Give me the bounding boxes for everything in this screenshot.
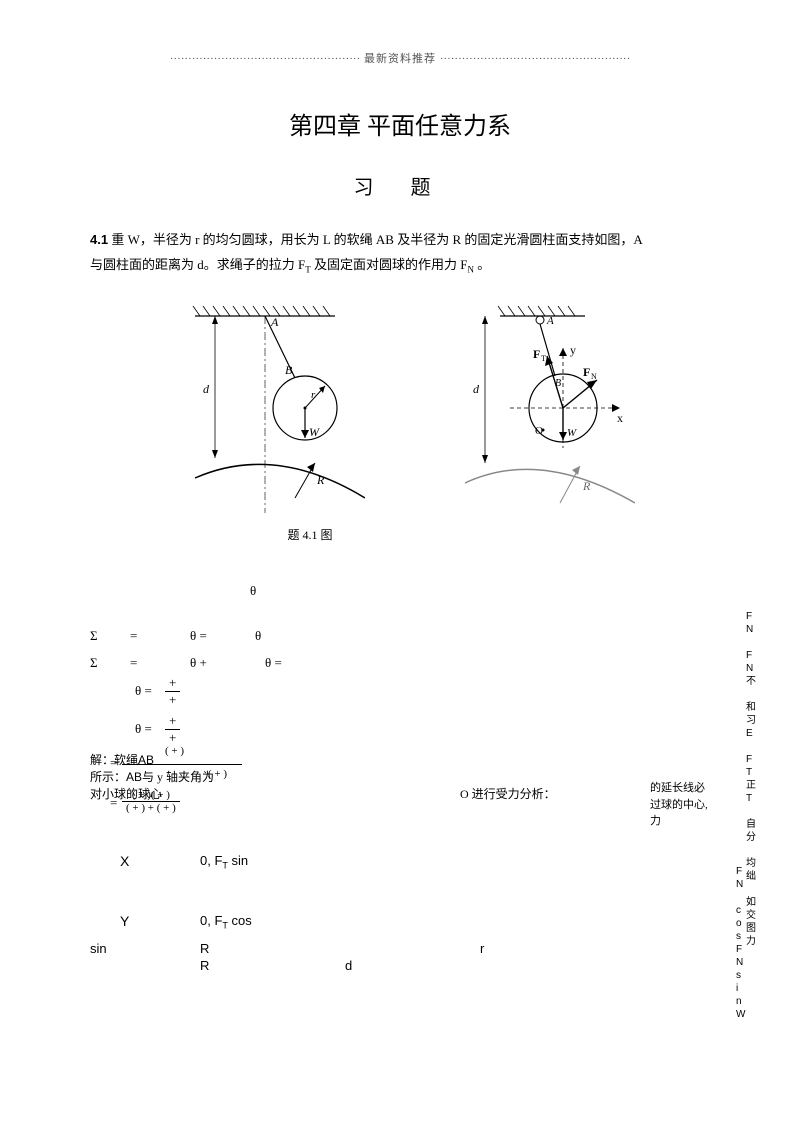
eqX-mid: 0, FT sin (200, 853, 248, 871)
fig-right-label-FT: F (533, 347, 540, 361)
side-note-2: 过球的中心, (650, 799, 708, 811)
sigma2-th2: θ = (265, 655, 282, 671)
header-dots-left: ········································… (170, 53, 360, 65)
sigma1-th1: θ = (190, 628, 207, 644)
side-note: 的延长线必 过球的中心, 力 (650, 780, 730, 830)
frac1-num: + (165, 675, 180, 692)
problem-number: 4.1 (90, 232, 108, 247)
frac1: + + (165, 675, 180, 708)
frac2: + + (165, 713, 180, 746)
problem-text-1: 重 W，半径为 r 的均匀圆球，用长为 L 的软绳 AB 及半径为 R 的固定光… (111, 232, 642, 247)
fig-right-label-O: O (535, 425, 543, 437)
header-center: 最新资料推荐 (364, 53, 436, 65)
sigma1-lhs: Σ (90, 628, 98, 644)
eqX-lhs: X (120, 853, 129, 869)
fig-left-label-W: W (309, 425, 320, 439)
problem-sub-2: N (467, 264, 474, 274)
r1: r (480, 941, 484, 956)
sin-label: sin (90, 941, 107, 956)
frac1-lhs: θ = (135, 683, 152, 699)
frac2-den: + (165, 730, 180, 746)
figure-caption: 题 4.1 图 (0, 526, 710, 543)
fig-right-label-R: R (582, 479, 591, 493)
soln-O: O 进行受力分析： (460, 785, 556, 802)
frac2-num: + (165, 713, 180, 730)
eqY-lhs: Y (120, 913, 129, 929)
frac3: ( + )( + ) ( + ) + ( + ) (122, 789, 180, 814)
header-line: ········································… (90, 50, 710, 66)
sigma2-eq: = (130, 655, 137, 671)
fig-left-label-A: A (270, 315, 279, 329)
R1: R (200, 941, 209, 956)
fig-left-label-r: r (311, 389, 316, 401)
fig-right-label-x: x (617, 411, 623, 425)
section-title: 习 题 (90, 171, 710, 200)
fig-right-label-FN: F (583, 365, 590, 379)
fig-right-label-W: W (567, 427, 577, 439)
fig-right-label-FNsub: N (591, 372, 597, 381)
problem-sub-1: T (305, 264, 311, 274)
chapter-title: 第四章 平面任意力系 (90, 106, 710, 141)
sigma1-eq: = (130, 628, 137, 644)
figures-row: A B r W R d (90, 298, 710, 518)
frac3-num: ( + )( + ) (122, 789, 180, 802)
R2: R (200, 958, 209, 973)
figure-right: A B F T F N O W x y R d (425, 298, 635, 518)
side-column-2: FN cosFNsinW (736, 865, 750, 1021)
side-note-1: 的延长线必 (650, 782, 705, 794)
fig-right-label-B: B (555, 378, 561, 389)
fig-left-label-d: d (203, 382, 210, 396)
fig-right-label-d: d (473, 382, 480, 396)
problem-text-3: 及固定面对圆球的作用力 F (314, 257, 467, 272)
sigma2-lhs: Σ (90, 655, 98, 671)
side-note-3: 力 (650, 815, 661, 827)
fig-right-label-y: y (570, 343, 576, 357)
header-dots-right: ········································… (440, 53, 630, 65)
problem-text-4: 。 (477, 257, 490, 272)
fig-right-label-A: A (546, 315, 554, 327)
problem-statement: 4.1 重 W，半径为 r 的均匀圆球，用长为 L 的软绳 AB 及半径为 R … (90, 228, 710, 278)
soln-line2: 所示：AB与 y 轴夹角为 (90, 768, 214, 785)
problem-text-2: 与圆柱面的距离为 d。求绳子的拉力 F (90, 257, 305, 272)
d1: d (345, 958, 352, 973)
soln-paren2: ( + ) (208, 768, 227, 780)
frac2-lhs: θ = (135, 721, 152, 737)
theta-1: θ (250, 583, 256, 599)
fig-left-label-R: R (316, 473, 325, 487)
eqY-mid: 0, FT cos (200, 913, 252, 931)
frac1-den: + (165, 692, 180, 708)
sigma2-th1: θ + (190, 655, 207, 671)
figure-left: A B r W R d (165, 298, 365, 518)
fig-right-label-FTsub: T (541, 354, 546, 363)
math-area: θ Σ = θ = θ Σ = θ + θ = θ = + + θ = + + … (90, 583, 710, 963)
fig-left-label-B: B (285, 363, 293, 377)
frac3-den: ( + ) + ( + ) (122, 802, 180, 814)
sigma1-th2: θ (255, 628, 261, 644)
